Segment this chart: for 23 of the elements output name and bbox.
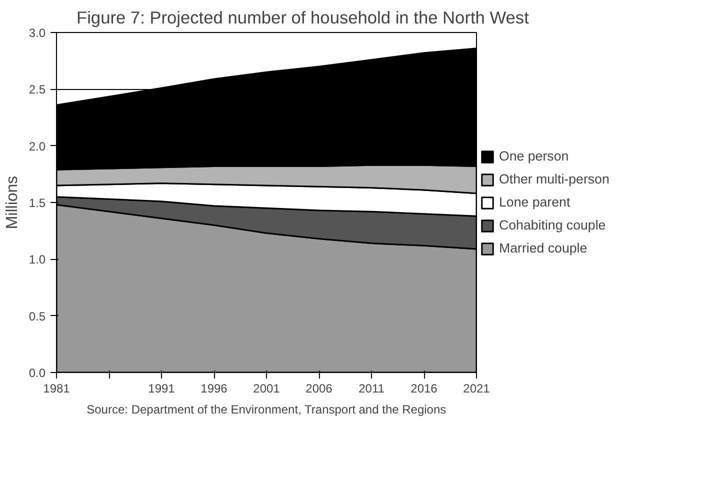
legend-label: Lone parent xyxy=(499,194,570,210)
y-tick-label: 1.5 xyxy=(28,196,46,210)
y-tick-label: 2.5 xyxy=(28,82,46,97)
x-tick-label: 1991 xyxy=(148,382,176,396)
y-tick-label: 3.0 xyxy=(28,26,46,40)
y-tick-label: 1.0 xyxy=(28,252,46,267)
y-tick-label: 0.0 xyxy=(28,366,46,380)
x-tick-label: 2021 xyxy=(463,382,490,396)
source-note: Source: Department of the Environment, Transport and the Regions xyxy=(86,402,446,416)
y-tick-label: 0.5 xyxy=(28,309,46,324)
x-tick-label: 1981 xyxy=(43,382,70,396)
chart-title: Figure 7: Projected number of household in the North West xyxy=(76,8,530,28)
x-tick-label: 2001 xyxy=(253,382,280,396)
legend-label: Other multi-person xyxy=(499,172,610,186)
x-tick-label: 1996 xyxy=(200,382,228,396)
x-tick-label: 2006 xyxy=(306,382,333,396)
y-axis-title: Millions xyxy=(4,176,21,230)
legend-label: Married couple xyxy=(499,240,588,256)
legend-label: One person xyxy=(499,148,569,164)
y-tick-label: 2.0 xyxy=(28,139,46,154)
x-tick-label: 2011 xyxy=(358,382,385,396)
legend-label: Cohabiting couple xyxy=(499,218,606,232)
x-tick-label: 2016 xyxy=(410,382,438,396)
